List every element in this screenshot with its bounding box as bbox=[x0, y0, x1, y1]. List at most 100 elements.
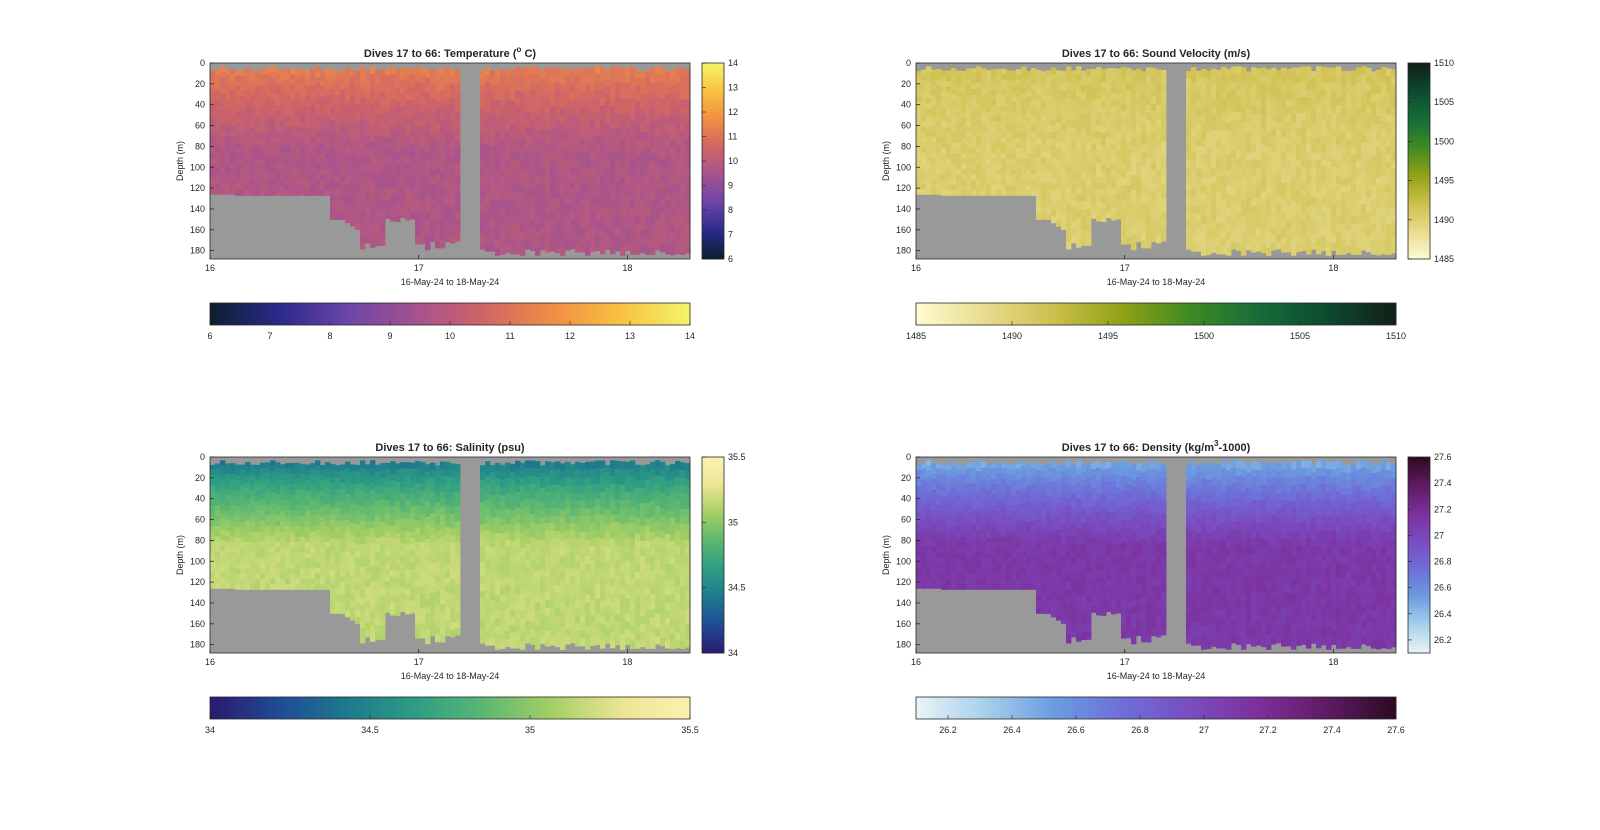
heatmap-cell bbox=[360, 134, 366, 143]
heatmap-cell bbox=[440, 105, 446, 114]
heatmap-cell bbox=[395, 113, 401, 121]
heatmap-cell bbox=[345, 93, 351, 101]
heatmap-cell bbox=[300, 70, 306, 76]
heatmap-cell bbox=[936, 147, 942, 154]
heatmap-cell bbox=[360, 142, 366, 151]
heatmap-cell bbox=[941, 80, 947, 87]
heatmap-cell bbox=[1126, 148, 1132, 157]
heatmap-cell bbox=[375, 150, 381, 159]
heatmap-cell bbox=[1086, 208, 1092, 217]
heatmap-cell bbox=[555, 237, 561, 246]
heatmap-cell bbox=[1231, 134, 1237, 143]
heatmap-cell bbox=[410, 68, 416, 76]
heatmap-cell bbox=[966, 158, 972, 165]
heatmap-cell bbox=[1266, 208, 1272, 218]
heatmap-cell bbox=[1286, 160, 1292, 169]
heatmap-cell bbox=[225, 142, 231, 148]
heatmap-cell bbox=[405, 150, 411, 158]
heatmap-cell bbox=[250, 143, 256, 150]
heatmap-cell bbox=[210, 583, 216, 589]
heatmap-cell bbox=[971, 89, 977, 96]
heatmap-cell bbox=[550, 174, 556, 183]
heatmap-cell bbox=[1326, 216, 1332, 225]
heatmap-cell bbox=[1271, 242, 1277, 251]
heatmap-cell bbox=[1071, 214, 1077, 222]
heatmap-cell bbox=[1081, 150, 1087, 159]
heatmap-cell bbox=[966, 73, 972, 80]
colorbar-tick-label: 14 bbox=[728, 58, 738, 68]
heatmap-cell bbox=[250, 117, 256, 124]
heatmap-cell bbox=[655, 104, 661, 113]
heatmap-cell bbox=[1081, 107, 1087, 115]
heatmap-cell bbox=[921, 183, 927, 190]
heatmap-cell bbox=[1361, 135, 1367, 144]
heatmap-cell bbox=[1191, 120, 1197, 129]
heatmap-cell bbox=[1116, 150, 1122, 157]
heatmap-cell bbox=[1316, 183, 1322, 192]
heatmap-cell bbox=[1121, 148, 1127, 156]
heatmap-cell bbox=[1311, 71, 1317, 79]
heatmap-cell bbox=[976, 87, 982, 94]
heatmap-cell bbox=[1141, 122, 1147, 131]
heatmap-cell bbox=[325, 131, 331, 138]
heatmap-cell bbox=[640, 93, 646, 102]
heatmap-cell bbox=[1341, 170, 1347, 179]
colorbar-segment bbox=[214, 303, 219, 325]
heatmap-cell bbox=[986, 70, 992, 76]
heatmap-cell bbox=[1021, 103, 1027, 110]
heatmap-cell bbox=[255, 86, 261, 93]
heatmap-cell bbox=[1231, 226, 1237, 235]
heatmap-cell bbox=[275, 147, 281, 154]
heatmap-cell bbox=[976, 103, 982, 110]
heatmap-cell bbox=[630, 223, 636, 232]
heatmap-cell bbox=[600, 66, 606, 75]
heatmap-cell bbox=[600, 183, 606, 192]
heatmap-cell bbox=[1236, 189, 1242, 198]
heatmap-cell bbox=[615, 166, 621, 175]
y-tick-label: 0 bbox=[906, 58, 911, 68]
colorbar-segment bbox=[1160, 303, 1165, 325]
heatmap-cell bbox=[996, 95, 1002, 101]
heatmap-cell bbox=[225, 505, 231, 511]
heatmap-cell bbox=[335, 169, 341, 177]
heatmap-cell bbox=[350, 96, 356, 104]
heatmap-cell bbox=[1021, 125, 1027, 132]
heatmap-cell bbox=[400, 186, 406, 194]
heatmap-cell bbox=[1251, 152, 1257, 161]
heatmap-cell bbox=[1201, 146, 1207, 155]
heatmap-cell bbox=[300, 85, 306, 92]
heatmap-cell bbox=[1066, 165, 1072, 174]
heatmap-cell bbox=[1226, 224, 1232, 233]
heatmap-cell bbox=[410, 131, 416, 138]
x-tick-label: 18 bbox=[622, 263, 632, 273]
heatmap-cell bbox=[1221, 183, 1227, 193]
heatmap-cell bbox=[1186, 234, 1192, 243]
heatmap-cell bbox=[936, 90, 942, 96]
heatmap-cell bbox=[1261, 237, 1267, 246]
heatmap-cell bbox=[280, 85, 286, 92]
heatmap-cell bbox=[1056, 135, 1062, 143]
heatmap-cell bbox=[941, 101, 947, 108]
heatmap-cell bbox=[1151, 118, 1157, 127]
colorbar-segment bbox=[1092, 303, 1097, 325]
heatmap-cell bbox=[660, 213, 666, 222]
colorbar-segment bbox=[1188, 303, 1193, 325]
heatmap-cell bbox=[220, 71, 226, 78]
heatmap-cell bbox=[1011, 91, 1017, 97]
heatmap-cell bbox=[685, 115, 691, 124]
heatmap-cell bbox=[1361, 227, 1367, 236]
heatmap-cell bbox=[295, 132, 301, 138]
heatmap-cell bbox=[1081, 121, 1087, 130]
colorbar-segment bbox=[310, 303, 315, 325]
heatmap-cell bbox=[1371, 223, 1377, 232]
heatmap-cell bbox=[1056, 206, 1062, 214]
heatmap-cell bbox=[1151, 104, 1157, 112]
heatmap-cell bbox=[1301, 97, 1307, 106]
heatmap-cell bbox=[1326, 114, 1332, 123]
heatmap-cell bbox=[1161, 233, 1167, 242]
heatmap-cell bbox=[1101, 126, 1107, 134]
heatmap-cell bbox=[986, 127, 992, 134]
heatmap-cell bbox=[385, 137, 391, 145]
heatmap-cell bbox=[1346, 177, 1352, 186]
heatmap-cell bbox=[1321, 112, 1327, 121]
